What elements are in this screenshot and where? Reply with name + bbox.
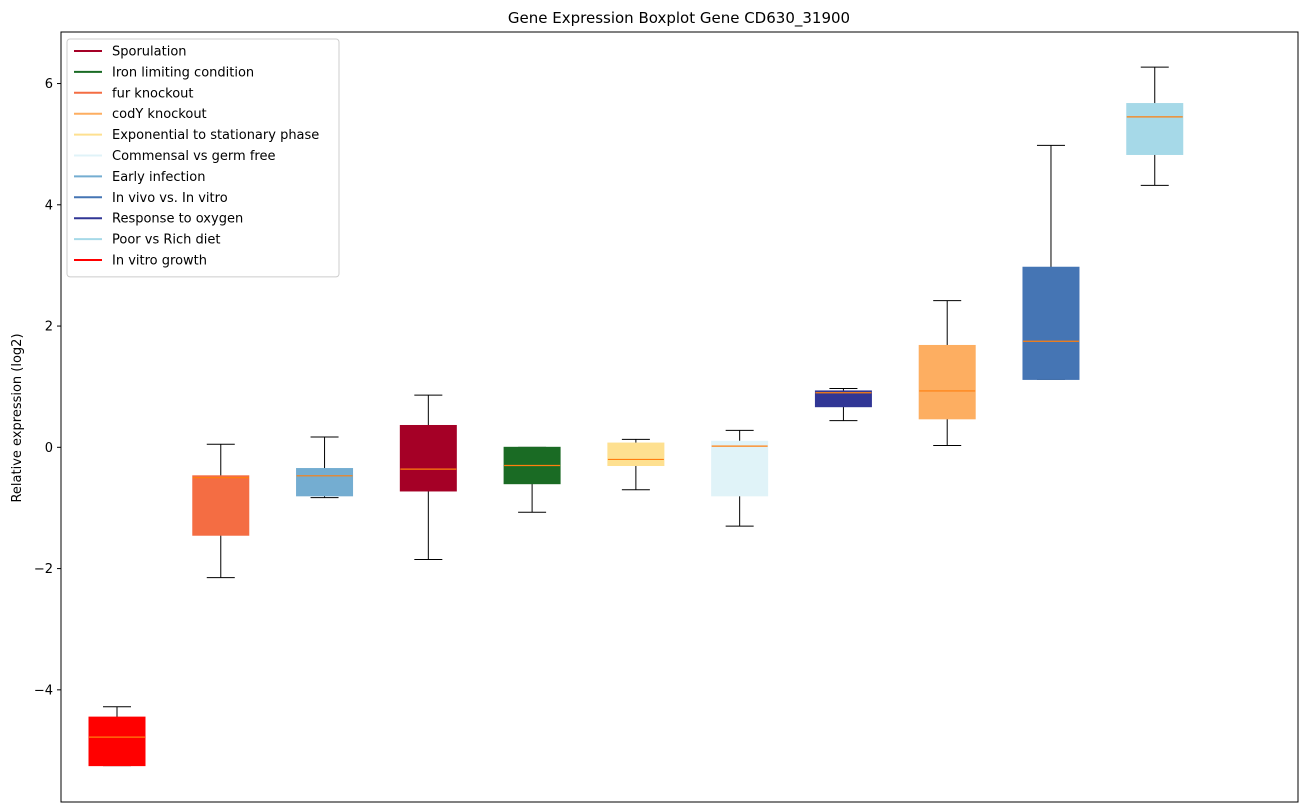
box-iqr [1022,266,1080,380]
legend-item: In vivo vs. In vitro [74,191,228,206]
box-3 [296,436,354,499]
y-tick-label: 6 [45,77,53,92]
box-iqr [607,442,665,467]
y-tick-label: 4 [45,198,53,213]
box-iqr [88,716,146,767]
y-axis-label: Relative expression (log2) [10,333,25,502]
legend-item: Sporulation [74,45,187,60]
legend-item: fur knockout [74,86,194,101]
box-5 [503,446,561,513]
box-11 [1126,66,1184,186]
legend-item: Exponential to stationary phase [74,128,319,143]
box-8 [814,388,872,422]
y-tick-label: −4 [34,683,53,698]
legend-frame [66,38,340,278]
y-axis: −4 −2 0 2 4 6 [34,77,61,698]
legend-item: Commensal vs germ free [74,149,275,164]
chart-title: Gene Expression Boxplot Gene CD630_31900 [508,9,850,28]
legend-item: codY knockout [74,107,207,122]
legend-label: Exponential to stationary phase [112,128,319,143]
legend-label: Response to oxygen [112,212,243,227]
box-iqr [192,475,250,536]
legend-label: Poor vs Rich diet [112,233,220,248]
legend-item: In vitro growth [74,254,207,269]
box-9 [918,300,976,446]
legend-label: Iron limiting condition [112,65,254,80]
legend: Sporulation Iron limiting condition fur kn… [66,38,340,278]
legend-item: Response to oxygen [74,212,243,227]
legend-label: Commensal vs germ free [112,149,275,164]
legend-label: In vitro growth [112,254,207,269]
boxes-layer [88,66,1184,767]
box-10 [1022,144,1080,380]
legend-label: In vivo vs. In vitro [112,191,228,206]
box-4 [399,394,457,560]
y-tick-label: −2 [34,562,53,577]
y-tick-label: 0 [45,441,53,456]
box-iqr [918,344,976,420]
box-iqr [399,424,457,492]
legend-label: Sporulation [112,45,187,60]
legend-item: Iron limiting condition [74,65,254,80]
legend-item: Poor vs Rich diet [74,233,220,248]
box-2 [192,443,250,579]
legend-label: Early infection [112,170,205,185]
y-tick-label: 2 [45,320,53,335]
box-iqr [1126,103,1184,155]
box-iqr [814,390,872,408]
legend-item: Early infection [74,170,205,185]
legend-label: codY knockout [112,107,207,122]
box-iqr [296,468,354,497]
box-6 [607,438,665,491]
box-7 [711,429,769,527]
box-1 [88,706,146,767]
plot-frame [60,31,1299,803]
legend-label: fur knockout [112,86,194,101]
box-iqr [711,440,769,497]
